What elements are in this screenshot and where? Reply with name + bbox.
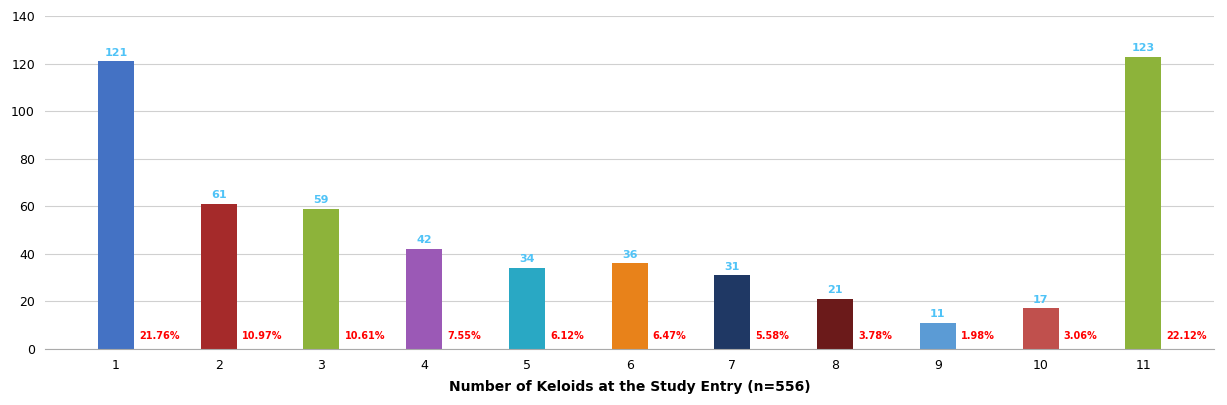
Bar — [98, 61, 134, 349]
Bar — [509, 268, 545, 349]
X-axis label: Number of Keloids at the Study Entry (n=556): Number of Keloids at the Study Entry (n=… — [449, 380, 810, 394]
Text: 17: 17 — [1033, 295, 1048, 305]
Bar — [714, 275, 750, 349]
Bar — [1125, 57, 1161, 349]
Text: 34: 34 — [519, 254, 535, 264]
Text: 31: 31 — [725, 262, 740, 272]
Text: 36: 36 — [622, 250, 637, 260]
Text: 61: 61 — [211, 190, 227, 200]
Text: 42: 42 — [416, 235, 432, 245]
Text: 123: 123 — [1131, 43, 1155, 53]
Bar — [611, 263, 648, 349]
Text: 1.98%: 1.98% — [961, 330, 995, 341]
Bar — [406, 249, 442, 349]
Text: 21: 21 — [827, 286, 843, 295]
Bar — [201, 204, 237, 349]
Text: 7.55%: 7.55% — [447, 330, 481, 341]
Bar — [1022, 309, 1059, 349]
Text: 59: 59 — [314, 195, 329, 205]
Text: 10.97%: 10.97% — [242, 330, 282, 341]
Text: 22.12%: 22.12% — [1167, 330, 1207, 341]
Bar — [920, 323, 956, 349]
Text: 6.12%: 6.12% — [550, 330, 584, 341]
Bar — [303, 209, 340, 349]
Text: 3.06%: 3.06% — [1064, 330, 1097, 341]
Text: 5.58%: 5.58% — [756, 330, 789, 341]
Bar — [817, 299, 853, 349]
Text: 6.47%: 6.47% — [653, 330, 686, 341]
Text: 11: 11 — [930, 309, 946, 319]
Text: 21.76%: 21.76% — [139, 330, 179, 341]
Text: 121: 121 — [104, 48, 128, 58]
Text: 3.78%: 3.78% — [858, 330, 892, 341]
Text: 10.61%: 10.61% — [345, 330, 385, 341]
